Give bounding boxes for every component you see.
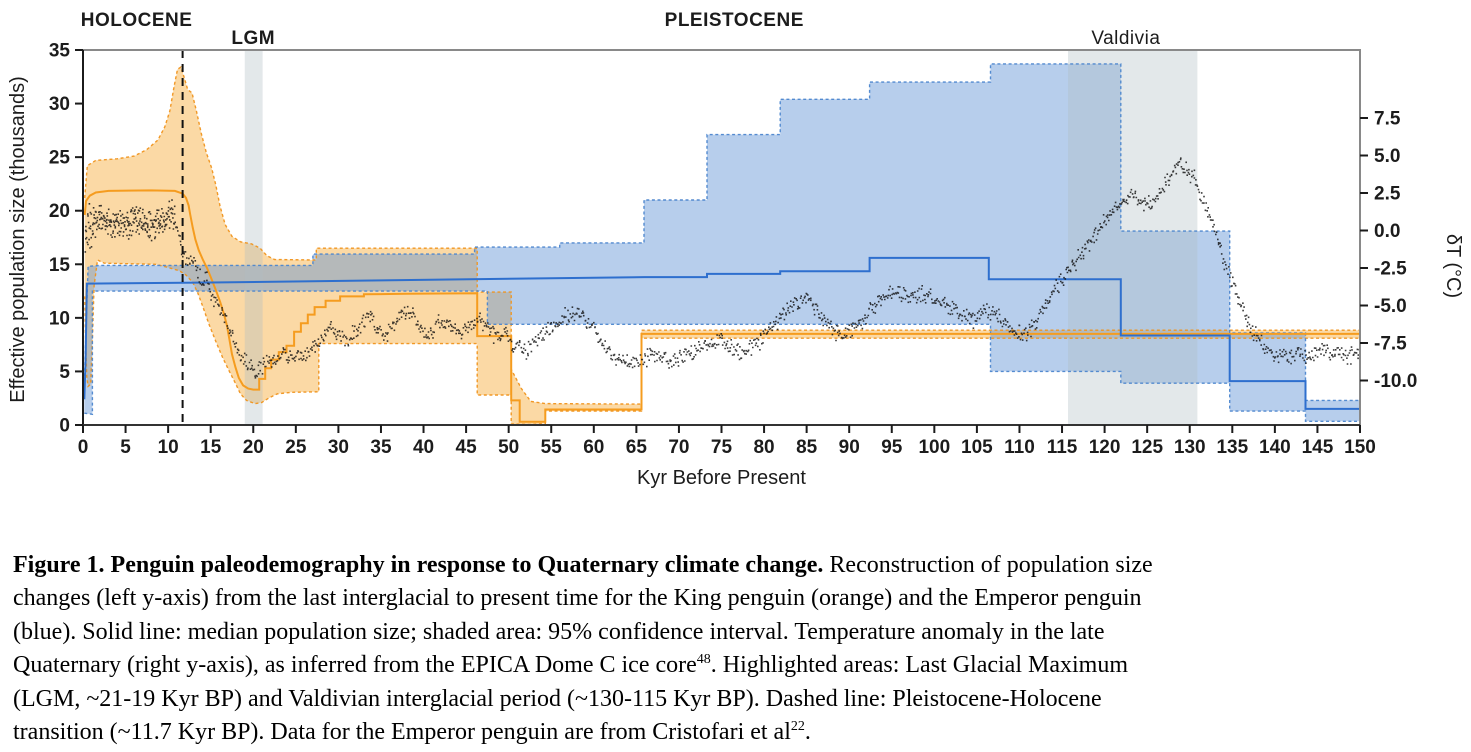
x-tick-label: 140 [1259,437,1291,458]
x-tick-label: 85 [796,437,818,458]
x-tick-label: 135 [1216,437,1248,458]
y-right-tick-label: -10.0 [1374,371,1417,392]
y-right-tick-label: 0.0 [1374,221,1400,242]
y-right-tick-label: 5.0 [1374,146,1400,167]
x-tick-label: 45 [456,437,478,458]
y-left-tick-label: 35 [49,41,71,62]
x-tick-label: 80 [753,437,774,458]
x-tick-label: 95 [881,437,903,458]
y-right-tick-label: -5.0 [1374,296,1407,317]
caption-line: (LGM, ~21-19 Kyr BP) and Valdivian inter… [13,685,1102,712]
x-tick-label: 90 [839,437,860,458]
y-left-tick-label: 5 [59,362,70,383]
x-tick-label: 105 [961,437,993,458]
caption-line: Figure 1. Penguin paleodemography in res… [13,552,1153,578]
x-tick-label: 145 [1302,437,1334,458]
era-label-valdivia: Valdivia [1091,28,1160,49]
x-axis-title: Kyr Before Present [637,467,806,489]
population-chart: 0 5 10 15 20 25 30 35 0 5 10 15 20 25 30 35 40 45 50 55 60 65… [7,10,1464,489]
figure-caption: Figure 1. Penguin paleodemography in res… [13,549,1469,749]
x-tick-label: 5 [120,437,131,458]
y-right-tick-label: 7.5 [1374,109,1401,130]
x-tick-label: 115 [1047,437,1078,458]
y-left-tick-label: 15 [49,255,71,276]
x-tick-label: 30 [328,437,349,458]
caption-line: (blue). Solid line: median population si… [13,618,1105,645]
era-labels: HOLOCENE LGM PLEISTOCENE Valdivia [81,10,1160,49]
y-right-axis-title: δT (°C) [1442,234,1464,298]
caption-line: transition (~11.7 Kyr BP). Data for the … [13,719,811,746]
y-right-tick-label: -2.5 [1374,259,1407,280]
era-label-lgm: LGM [231,28,275,49]
valdivia-band [1067,50,1198,425]
x-tick-label: 10 [158,437,179,458]
y-left-tick-label: 0 [59,416,70,437]
x-tick-label: 35 [370,437,392,458]
king-penguin-median-line [84,189,1359,423]
confidence-borders [84,63,1359,424]
axes: 0 5 10 15 20 25 30 35 0 5 10 15 20 25 30 35 40 45 50 55 60 65… [49,41,1417,459]
x-tick-label: 70 [668,437,689,458]
y-right-tick-label: 2.5 [1374,184,1401,205]
axis-titles: Kyr Before Present Effective population s… [7,76,1464,489]
x-tick-label: 130 [1174,437,1206,458]
y-left-tick-label: 10 [49,308,70,329]
era-label-holocene: HOLOCENE [81,10,193,31]
median-lines [84,189,1359,423]
highlight-bands [244,50,1198,425]
x-tick-label: 15 [200,437,222,458]
y-left-axis-title: Effective population size (thousands) [7,76,29,403]
caption-line: changes (left y-axis) from the last inte… [13,585,1142,612]
temperature-dots [84,157,1359,379]
era-label-pleistocene: PLEISTOCENE [665,10,804,31]
x-tick-label: 150 [1344,437,1376,458]
y-left-tick-label: 20 [49,201,70,222]
x-tick-label: 25 [285,437,307,458]
y-left-tick-label: 30 [49,94,70,115]
x-tick-label: 60 [583,437,604,458]
lgm-band [244,50,263,425]
x-tick-label: 40 [413,437,434,458]
x-tick-label: 75 [711,437,733,458]
x-tick-label: 120 [1089,437,1121,458]
x-tick-label: 20 [243,437,264,458]
x-tick-label: 50 [498,437,519,458]
x-tick-label: 125 [1131,437,1163,458]
x-tick-label: 0 [78,437,89,458]
x-tick-label: 55 [541,437,563,458]
x-tick-label: 65 [626,437,648,458]
x-tick-label: 110 [1004,437,1035,458]
y-left-tick-label: 25 [49,148,71,169]
emperor-penguin-median-line [84,256,1359,410]
caption-line: Quaternary (right y-axis), as inferred f… [13,652,1128,679]
y-right-tick-label: -7.5 [1374,334,1407,355]
x-tick-label: 100 [918,437,950,458]
